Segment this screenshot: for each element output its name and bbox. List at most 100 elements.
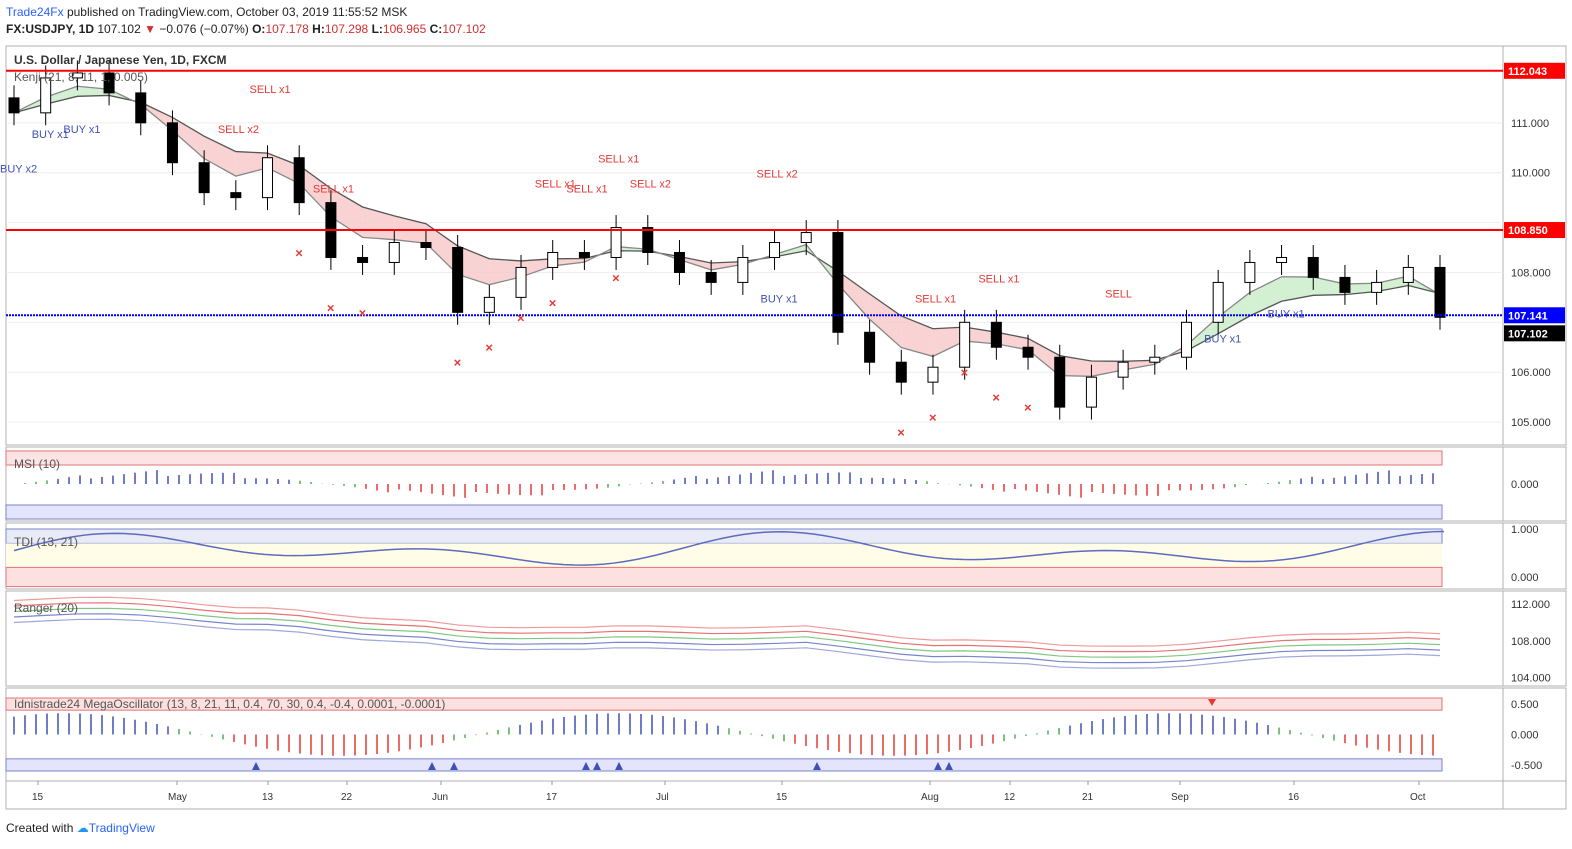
- kenji-cloud: [1313, 277, 1345, 296]
- sell-signal-label: SELL x1: [566, 184, 607, 196]
- mega-buy-arrow-icon: [593, 761, 601, 770]
- sell-exit-marker: ×: [485, 340, 493, 355]
- sell-signal-label: SELL x2: [218, 124, 259, 136]
- candle-body: [1434, 266, 1446, 318]
- footer: Created with ☁TradingView: [6, 821, 155, 835]
- sell-exit-marker: ×: [992, 390, 1000, 405]
- sell-signal-label: SELL x2: [757, 169, 798, 181]
- y-tick-label: 106.000: [1511, 367, 1551, 379]
- sell-exit-marker: ×: [549, 295, 557, 310]
- candle-body: [1180, 321, 1192, 358]
- time-axis-frame: [5, 780, 1567, 810]
- x-tick-label: Aug: [921, 792, 939, 803]
- tradingview-link[interactable]: TradingView: [88, 821, 155, 835]
- candle-body: [420, 242, 432, 248]
- candle-body: [40, 77, 52, 114]
- sell-signal-label: SELL x1: [978, 273, 1019, 285]
- kenji-cloud: [1218, 292, 1250, 334]
- kenji-cloud: [552, 258, 585, 266]
- tradingview-logo-icon: ☁: [76, 821, 89, 835]
- sell-signal-label: SELL x1: [915, 293, 956, 305]
- candle-body: [103, 72, 115, 94]
- sell-signal-label: SELL x1: [535, 179, 576, 191]
- level-price-tag: [1504, 222, 1565, 239]
- ranger-band-line: [13, 607, 1441, 658]
- candle-body: [1117, 361, 1129, 378]
- kenji-cloud: [679, 256, 712, 270]
- kenji-label: Kenji (21, 8, 11, 1, 0.005): [14, 70, 148, 84]
- ranger-band-line: [13, 618, 1441, 669]
- mega-oscillator-label: Idnistrade24 MegaOscillator (13, 8, 21, …: [14, 697, 446, 711]
- x-tick-label: 16: [1288, 792, 1300, 803]
- kenji-fast-line: [13, 85, 1441, 377]
- sell-exit-marker: ×: [1024, 400, 1032, 415]
- x-tick-label: Sep: [1171, 792, 1189, 803]
- candle-body: [230, 192, 242, 199]
- mega-buy-arrow-icon: [813, 761, 821, 770]
- tdi-lower-zone: [5, 566, 1443, 588]
- msi-upper-zone: [5, 450, 1443, 466]
- mega-buy-arrow-icon: [252, 761, 260, 770]
- ranger-band-line: [13, 596, 1441, 647]
- candle-body: [610, 227, 622, 258]
- kenji-cloud: [1186, 317, 1219, 351]
- pane-frame: [5, 45, 1567, 446]
- msi-lower-zone: [5, 504, 1443, 520]
- candle-body: [71, 72, 83, 79]
- candle-body: [800, 232, 812, 244]
- kenji-cloud: [425, 223, 458, 275]
- author-link[interactable]: Trade24Fx: [6, 5, 64, 19]
- candle-body: [990, 321, 1002, 348]
- msi-label: MSI (10): [14, 457, 61, 471]
- tdi-tick: 1.000: [1511, 524, 1539, 536]
- tdi-line: [13, 530, 1445, 566]
- x-tick-label: 13: [262, 792, 274, 803]
- mega-buy-arrow-icon: [615, 761, 623, 770]
- mega-tick: -0.500: [1511, 760, 1542, 772]
- sell-exit-marker: ×: [517, 310, 525, 325]
- mega-buy-arrow-icon: [582, 761, 590, 770]
- kenji-cloud: [45, 86, 78, 105]
- y-tick-label: 110.000: [1511, 168, 1550, 180]
- level-price-label: 108.850: [1508, 225, 1548, 237]
- candle-body: [1402, 266, 1414, 283]
- sell-exit-marker: ×: [454, 355, 462, 370]
- symbol-label: FX:USDJPY, 1D: [6, 22, 95, 36]
- change-value: −0.076 (−0.07%): [159, 22, 249, 36]
- kenji-cloud: [996, 332, 1029, 350]
- high-label: H:: [312, 22, 325, 36]
- last-price-label: 107.102: [1508, 328, 1548, 340]
- ranger-band-line: [13, 602, 1441, 653]
- x-tick-label: Oct: [1410, 792, 1426, 803]
- candle-body: [642, 227, 654, 253]
- buy-signal-label: BUY x1: [32, 129, 69, 141]
- kenji-cloud: [1123, 360, 1155, 370]
- candle-body: [452, 247, 464, 313]
- sell-exit-marker: ×: [327, 300, 335, 315]
- buy-signal-label: BUY x1: [1268, 308, 1305, 320]
- mega-buy-arrow-icon: [934, 761, 942, 770]
- open-label: O:: [252, 22, 266, 36]
- mega-buy-arrow-icon: [945, 761, 953, 770]
- sell-exit-marker: ×: [961, 365, 969, 380]
- candle-body: [895, 361, 907, 383]
- candle-body: [1371, 281, 1383, 293]
- kenji-cloud: [1281, 276, 1314, 302]
- candle-body: [483, 296, 495, 313]
- candle-body: [1022, 346, 1034, 358]
- kenji-cloud: [299, 165, 331, 217]
- ranger-tick: 104.000: [1511, 672, 1551, 684]
- buy-signal-label: BUY x1: [761, 293, 798, 305]
- open-value: 107.178: [265, 22, 309, 36]
- y-tick-label: 108.000: [1511, 267, 1551, 279]
- candle-body: [166, 122, 178, 164]
- low-value: 106.965: [382, 22, 427, 36]
- candle-body: [1339, 276, 1351, 293]
- kenji-cloud: [837, 271, 870, 320]
- kenji-cloud: [869, 293, 902, 348]
- y-tick-label: 105.000: [1511, 417, 1551, 429]
- close-label: C:: [429, 22, 443, 36]
- x-tick-label: Jun: [432, 792, 448, 803]
- x-tick-label: May: [168, 792, 187, 803]
